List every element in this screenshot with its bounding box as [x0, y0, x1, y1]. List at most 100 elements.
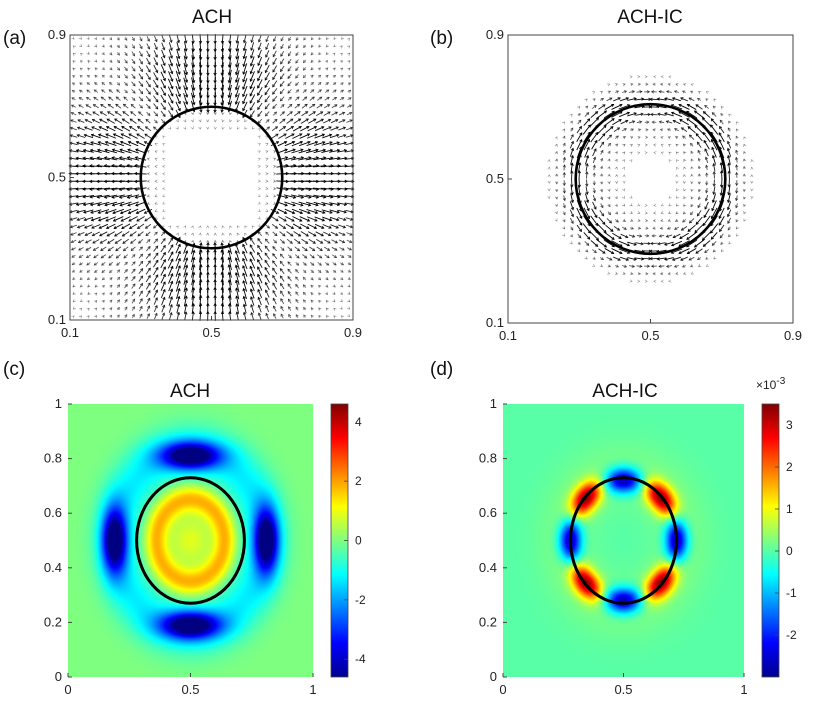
quiver-arrow-head [264, 99, 268, 103]
quiver-arrow-head [90, 141, 94, 145]
quiver-arrow [702, 132, 711, 143]
quiver-arrow [285, 223, 294, 229]
quiver-arrow-head [275, 133, 279, 137]
quiver-arrow [659, 121, 665, 124]
quiver-arrow [310, 277, 314, 281]
quiver-arrow-head [111, 179, 115, 184]
quiver-arrow-head [351, 187, 355, 191]
quiver-arrow-head [585, 105, 589, 109]
quiver-arrow-head [140, 260, 144, 265]
quiver-arrow [175, 70, 181, 82]
quiver-arrow-head [257, 150, 261, 154]
quiver-arrow-head [154, 54, 158, 58]
quiver-arrow-head [347, 291, 351, 295]
quiver-arrow-head [154, 238, 159, 242]
colorbar-tick-label: 4 [355, 415, 362, 429]
quiver-arrow-head [303, 299, 307, 303]
quiver-arrow [325, 292, 328, 295]
quiver-arrow [120, 141, 132, 147]
quiver-arrow [250, 273, 255, 284]
quiver-arrow-head [206, 80, 210, 84]
quiver-arrow-head [640, 242, 644, 246]
quiver-arrow [618, 104, 630, 110]
quiver-arrow-head [665, 264, 670, 268]
quiver-arrow-head [637, 75, 641, 79]
quiver-arrow-head [109, 74, 113, 78]
quiver-arrow [101, 96, 107, 101]
quiver-arrow-head [177, 272, 181, 276]
quiver-arrow [279, 238, 285, 244]
quiver-arrow [593, 187, 596, 193]
quiver-arrow-head [162, 244, 166, 249]
quiver-arrow [176, 34, 180, 43]
quiver-arrow [590, 111, 598, 118]
quiver-arrow-head [332, 284, 336, 288]
quiver-arrow-head [170, 86, 174, 90]
quiver-arrow-head [602, 133, 606, 137]
quiver-arrow-head [295, 75, 299, 79]
quiver-arrow [84, 224, 93, 229]
quiver-arrow-head [307, 210, 311, 215]
quiver-arrow-head [592, 172, 596, 176]
quiver-arrow-head [177, 280, 181, 284]
quiver-arrow [301, 246, 308, 252]
quiver-arrow [129, 118, 137, 124]
quiver-arrow [175, 280, 181, 292]
quiver-arrow-head [570, 207, 575, 211]
quiver-arrow-head [341, 97, 345, 101]
quiver-arrow-head [162, 47, 166, 51]
quiver-arrow-head [76, 217, 80, 221]
quiver-arrow-head [570, 147, 575, 151]
quiver-arrow-head [595, 131, 599, 136]
quiver-arrow-head [651, 120, 655, 124]
quiver-arrow-head [327, 111, 331, 115]
quiver-arrow [313, 157, 326, 161]
quiver-arrow-head [264, 281, 268, 286]
quiver-arrow-head [650, 241, 654, 246]
quiver-arrow-head [265, 179, 269, 183]
quiver-arrow [310, 299, 314, 303]
quiver-arrow-head [221, 232, 225, 236]
quiver-arrow-head [675, 203, 679, 207]
quiver-arrow [168, 110, 174, 118]
quiver-arrow-head [587, 236, 591, 240]
quiver-arrow-head [742, 188, 747, 193]
quiver-arrow-head [234, 79, 239, 83]
quiver-arrow [95, 52, 98, 55]
quiver-arrow [264, 64, 270, 73]
quiver-arrow-head [205, 225, 210, 229]
quiver-arrow [242, 63, 248, 75]
quiver-arrow-head [184, 279, 189, 284]
quiver-arrow-head [287, 68, 291, 72]
quiver-arrow-head [577, 184, 582, 188]
quiver-arrow-head [274, 233, 278, 237]
quiver-arrow [303, 44, 306, 48]
quiver-arrow-head [249, 244, 253, 248]
quiver-arrow [272, 119, 278, 124]
quiver-arrow-head [637, 128, 642, 132]
quiver-arrow-head [86, 307, 90, 311]
quiver-arrow-head [603, 124, 607, 129]
quiver-arrow-head [615, 135, 619, 139]
quiver-arrow [569, 141, 574, 149]
quiver-arrow [321, 149, 333, 153]
quiver-arrow-head [127, 203, 131, 207]
quiver-arrow-head [280, 282, 283, 287]
quiver-arrow-head [234, 71, 239, 76]
quiver-arrow [713, 186, 716, 195]
quiver-arrow-head [310, 299, 314, 303]
quiver-arrow-head [682, 180, 687, 185]
quiver-arrow-head [280, 45, 284, 50]
quiver-arrow-head [318, 262, 322, 266]
quiver-arrow-head [99, 233, 103, 237]
quiver-arrow [98, 133, 109, 139]
quiver-arrow-head [177, 86, 181, 90]
quiver-arrow-head [79, 284, 83, 288]
quiver-arrow-head [681, 264, 686, 268]
quiver-arrow [167, 78, 174, 89]
quiver-arrow [257, 266, 263, 276]
quiver-arrow [306, 133, 318, 139]
quiver-arrow-head [321, 133, 326, 137]
quiver-arrow-head [132, 83, 136, 87]
quiver-arrow-head [585, 171, 589, 175]
